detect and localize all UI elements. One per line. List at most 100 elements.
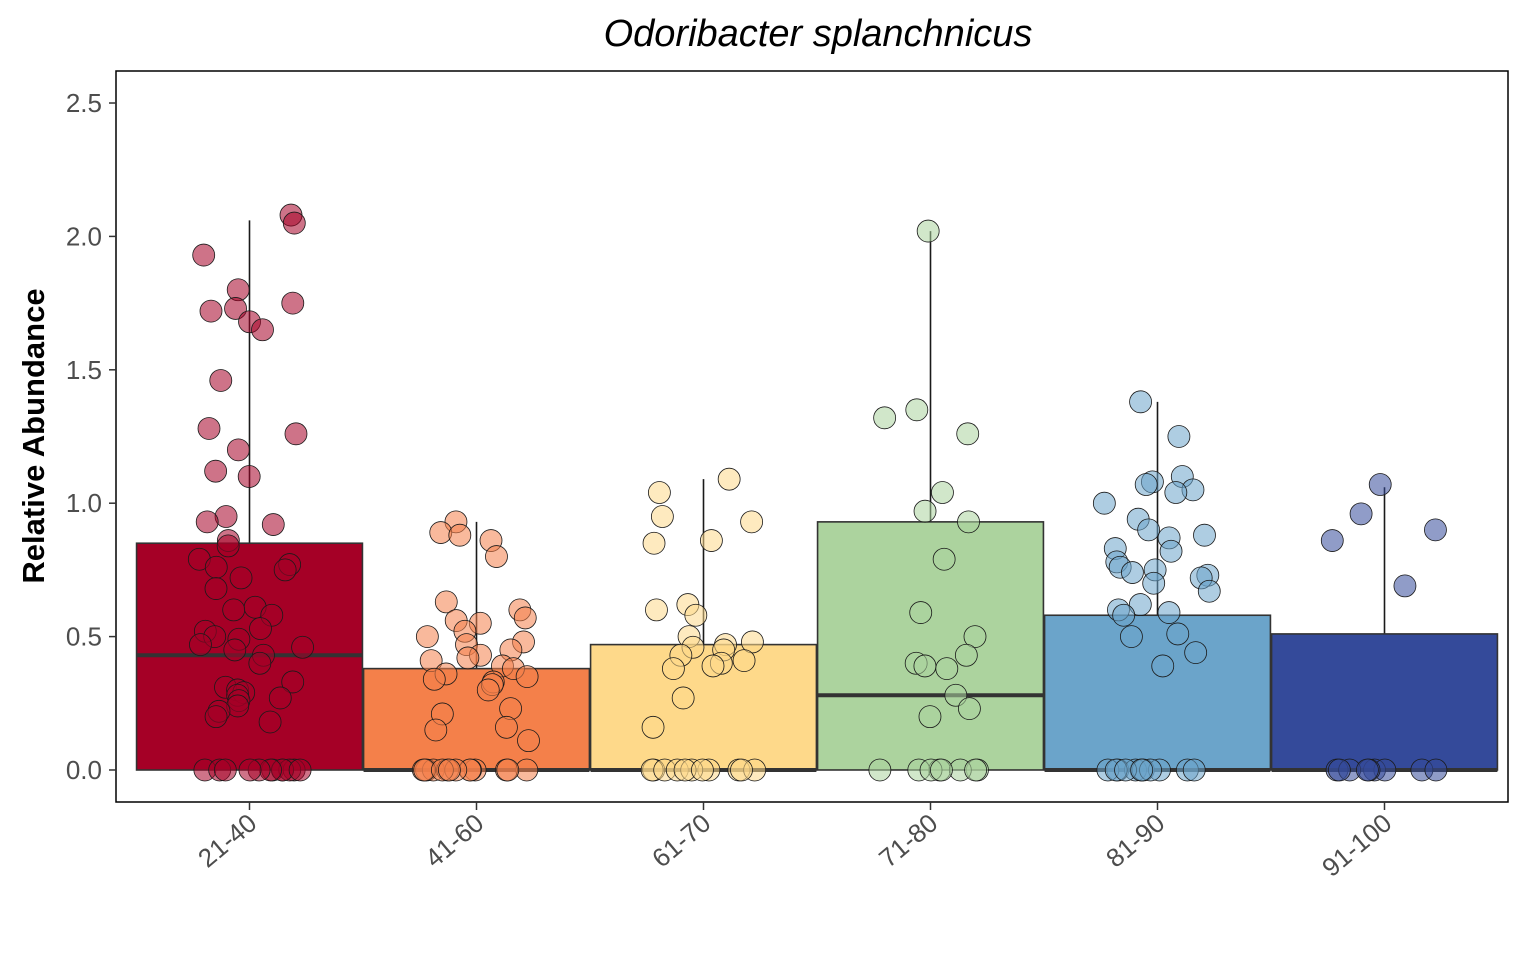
data-point (496, 758, 520, 782)
data-point (284, 422, 308, 446)
box-71-80 (816, 231, 1045, 771)
data-point (434, 590, 458, 614)
data-point (913, 654, 937, 678)
x-tick-label: 71-80 (873, 808, 943, 874)
data-point (909, 601, 933, 624)
data-point (1197, 579, 1221, 603)
data-point (281, 291, 305, 315)
data-point (1424, 518, 1447, 542)
data-point (197, 417, 221, 440)
data-point (456, 646, 480, 670)
data-point (224, 297, 247, 320)
data-point (1393, 574, 1417, 598)
data-point (214, 505, 238, 528)
data-point (1166, 622, 1190, 646)
data-point (204, 555, 228, 579)
data-point (730, 758, 753, 782)
data-point (1120, 625, 1143, 648)
y-tick-label: 0.5 (66, 622, 102, 652)
data-point (229, 566, 253, 590)
data-point (199, 299, 223, 323)
data-point (647, 481, 671, 504)
box-41-60 (362, 521, 591, 772)
data-point (873, 406, 897, 430)
data-point (1184, 641, 1208, 664)
data-point (1356, 758, 1379, 782)
data-point (288, 758, 312, 782)
data-point (515, 665, 539, 689)
data-point (1112, 603, 1136, 627)
data-point (913, 499, 937, 523)
points-91-100 (1320, 473, 1448, 782)
data-point (222, 598, 246, 622)
data-point (291, 635, 314, 659)
y-tick-label: 1.5 (66, 355, 102, 385)
box-91-100 (1270, 487, 1499, 772)
x-tick-label: 81-90 (1100, 808, 1170, 874)
data-point (1157, 601, 1181, 624)
data-point (740, 510, 764, 534)
data-point (422, 667, 446, 691)
data-point (249, 617, 272, 640)
data-point (1424, 758, 1448, 782)
box-61-70 (589, 479, 818, 772)
box-body (362, 667, 591, 771)
data-point (216, 534, 240, 558)
data-point (499, 697, 522, 721)
data-point (964, 758, 988, 782)
data-point (258, 710, 282, 734)
data-point (1129, 390, 1152, 414)
data-point (438, 758, 461, 782)
data-point (1130, 758, 1154, 782)
data-point (699, 529, 723, 552)
data-point (645, 598, 668, 622)
box-body (1043, 614, 1272, 771)
y-tick-label: 0.0 (66, 755, 102, 785)
data-point (1134, 473, 1158, 496)
data-point (248, 651, 272, 675)
data-point (1092, 491, 1116, 515)
data-point (1121, 561, 1144, 584)
data-point (238, 758, 262, 782)
data-point (1182, 758, 1206, 782)
data-point (226, 438, 250, 462)
data-point (251, 318, 274, 342)
data-point (1151, 654, 1175, 678)
data-point (918, 705, 942, 729)
data-point (1320, 529, 1344, 552)
data-point (1128, 593, 1152, 616)
data-point (223, 638, 247, 662)
points-81-90 (1092, 390, 1221, 782)
data-point (513, 606, 537, 630)
data-point (192, 243, 216, 267)
data-point (916, 219, 940, 243)
data-point (956, 422, 980, 446)
data-point (424, 718, 448, 742)
data-point (448, 523, 472, 547)
data-point (641, 715, 665, 739)
data-point (957, 510, 980, 534)
data-point (732, 649, 756, 673)
data-point (268, 686, 292, 710)
data-point (717, 467, 741, 491)
data-point (684, 603, 708, 627)
data-point (237, 465, 261, 488)
data-point (273, 558, 297, 582)
points-71-80 (868, 219, 989, 782)
x-axis: 21-40 41-60 61-70 71-80 81-90 91-100 (192, 802, 1397, 883)
data-point (476, 678, 500, 702)
data-point (1167, 425, 1191, 448)
plot-border (115, 70, 1509, 803)
data-point (954, 643, 978, 667)
data-point (485, 545, 508, 568)
chart-title: Odoribacter splanchnicus (604, 13, 1033, 55)
y-tick-label: 1.0 (66, 488, 102, 518)
x-tick-label: 41-60 (419, 808, 489, 874)
data-point (935, 657, 959, 681)
data-point (204, 577, 228, 600)
x-tick-label: 21-40 (192, 808, 262, 874)
data-point (691, 758, 714, 782)
data-point (905, 398, 929, 422)
data-point (662, 657, 685, 681)
